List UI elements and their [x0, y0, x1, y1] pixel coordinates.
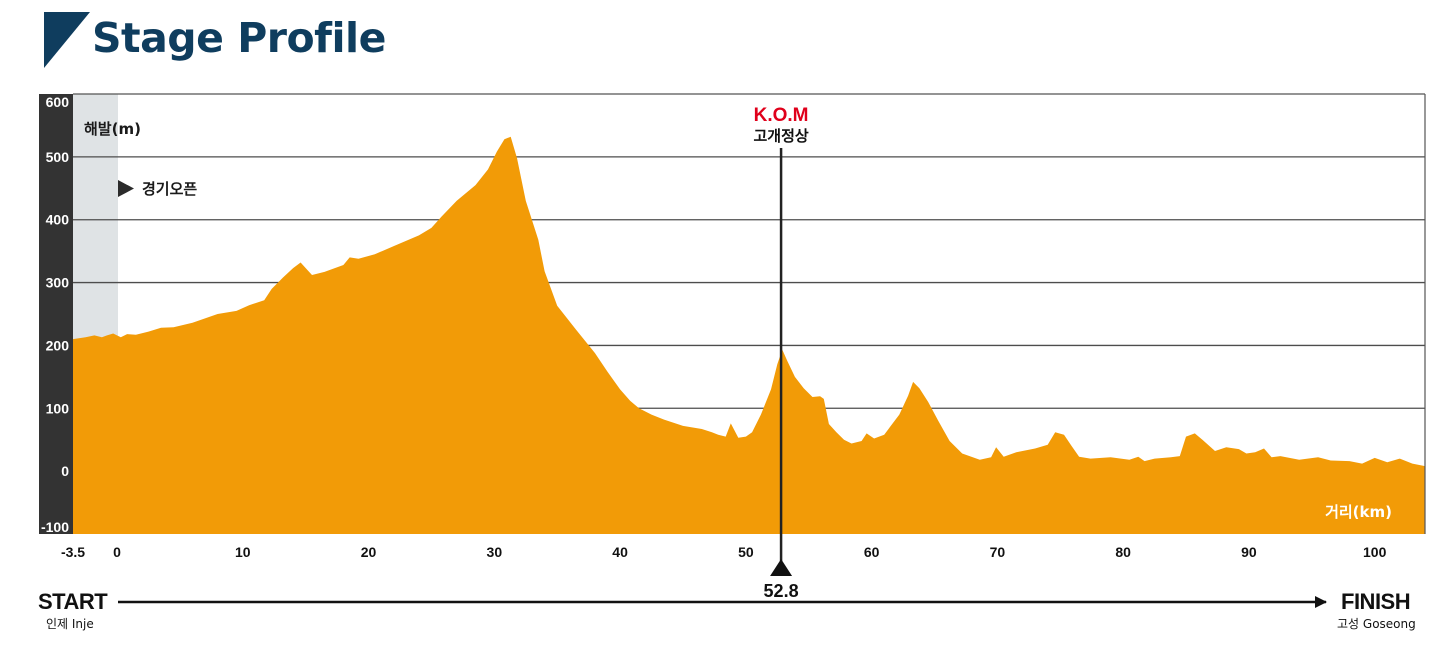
y-tick-600: 600 [46, 94, 70, 110]
x-tick-60: 60 [864, 544, 880, 560]
kom-km-label: 52.8 [764, 581, 799, 601]
kom-name: 고개정상 [753, 127, 808, 145]
x-tick-70: 70 [990, 544, 1006, 560]
elevation-profile-area [73, 136, 1425, 534]
y-tick--100: -100 [41, 519, 69, 535]
x-tick-0: 0 [113, 544, 121, 560]
y-tick-100: 100 [46, 400, 70, 416]
x-tick-50: 50 [738, 544, 754, 560]
x-tick--3.5: -3.5 [61, 544, 85, 560]
start-place: 인제 Inje [46, 617, 94, 631]
race-start-play-icon [118, 180, 134, 197]
x-tick-20: 20 [361, 544, 377, 560]
y-axis-label: 해발(m) [84, 120, 141, 138]
start-label: START [38, 589, 108, 614]
kom-title: K.O.M [754, 105, 809, 126]
x-axis-ticks: -3.5 0 10 20 30 40 50 60 70 80 90 100 [61, 544, 1387, 560]
x-tick-10: 10 [235, 544, 251, 560]
race-start-label: 경기오픈 [142, 180, 197, 198]
x-tick-40: 40 [612, 544, 628, 560]
y-tick-400: 400 [46, 212, 70, 228]
y-axis-ticks: 600 500 400 300 200 100 0 -100 [41, 94, 69, 535]
y-tick-0: 0 [61, 463, 69, 479]
page-title: Stage Profile [92, 14, 386, 62]
kom-triangle-icon [770, 559, 793, 576]
x-tick-90: 90 [1241, 544, 1257, 560]
title-triangle-icon [44, 12, 90, 68]
x-tick-30: 30 [487, 544, 503, 560]
finish-label: FINISH [1341, 589, 1410, 614]
y-tick-200: 200 [46, 337, 70, 353]
finish-place: 고성 Goseong [1337, 617, 1416, 631]
x-tick-100: 100 [1363, 544, 1387, 560]
x-axis-label: 거리(km) [1325, 503, 1392, 521]
y-axis-bar [39, 94, 73, 534]
y-tick-500: 500 [46, 149, 70, 165]
y-tick-300: 300 [46, 275, 70, 291]
x-tick-80: 80 [1115, 544, 1131, 560]
